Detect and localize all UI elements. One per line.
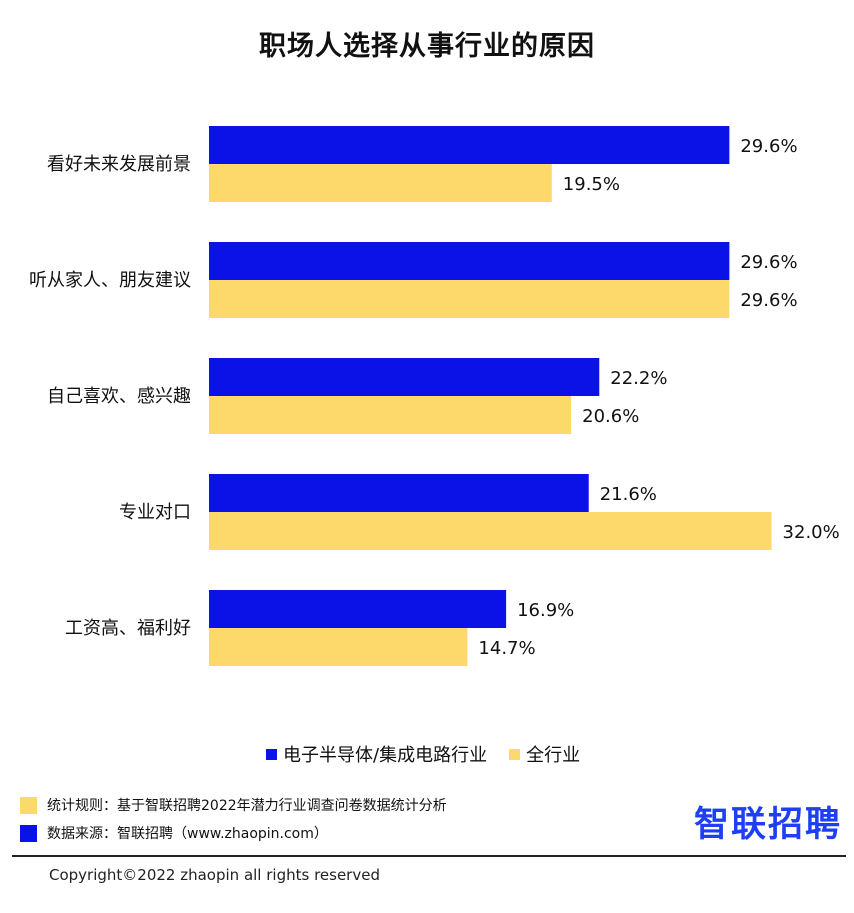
note-rule-text: 统计规则：基于智联招聘2022年潜力行业调查问卷数据统计分析 (47, 798, 447, 814)
bar (209, 396, 572, 434)
category-label: 看好未来发展前景 (47, 154, 191, 175)
note-source: 数据来源：智联招聘（www.zhaopin.com） (20, 823, 447, 843)
note-rule: 统计规则：基于智联招聘2022年潜力行业调查问卷数据统计分析 (20, 795, 447, 815)
divider (12, 855, 846, 857)
value-label: 32.0% (783, 522, 840, 543)
legend-item-series2: 全行业 (509, 741, 580, 767)
value-label: 29.6% (740, 136, 797, 157)
bar (209, 242, 730, 280)
note-rule-square (20, 796, 37, 814)
copyright: Copyright©2022 zhaopin all rights reserv… (49, 866, 380, 884)
value-label: 22.2% (610, 368, 667, 389)
note-source-square (20, 824, 37, 842)
category-label: 自己喜欢、感兴趣 (47, 386, 191, 407)
legend-label-series2: 全行业 (526, 745, 581, 766)
brand-logo: 智联招聘 (693, 805, 842, 845)
bar (209, 126, 730, 164)
category-label: 专业对口 (119, 502, 191, 523)
category-label: 工资高、福利好 (65, 618, 191, 639)
legend-label-series1: 电子半导体/集成电路行业 (283, 745, 488, 766)
value-label: 29.6% (740, 252, 797, 273)
note-source-text: 数据来源：智联招聘（www.zhaopin.com） (47, 826, 328, 842)
value-label: 21.6% (600, 484, 657, 505)
value-label: 20.6% (582, 406, 639, 427)
bar (209, 512, 772, 550)
bar (209, 474, 589, 512)
bar-chart: 看好未来发展前景 29.6% 19.5% 听从家人、朋友建议 29.6% 29.6% 自己喜… (29, 126, 840, 666)
bar (209, 590, 507, 628)
bar (209, 164, 552, 202)
bar (209, 358, 600, 396)
legend-swatch-series1 (266, 748, 277, 760)
bar (209, 628, 468, 666)
legend-item-series1: 电子半导体/集成电路行业 (266, 741, 487, 767)
value-label: 19.5% (563, 174, 620, 195)
footnotes: 统计规则：基于智联招聘2022年潜力行业调查问卷数据统计分析 数据来源：智联招聘… (20, 795, 447, 851)
legend-swatch-series2 (509, 748, 521, 760)
bar (209, 280, 730, 318)
legend: 电子半导体/集成电路行业 全行业 (266, 741, 602, 767)
category-label: 听从家人、朋友建议 (29, 270, 191, 291)
value-label: 14.7% (478, 638, 535, 659)
value-label: 16.9% (517, 600, 574, 621)
value-label: 29.6% (740, 290, 797, 311)
chart-title: 职场人选择从事行业的原因 (259, 31, 595, 62)
